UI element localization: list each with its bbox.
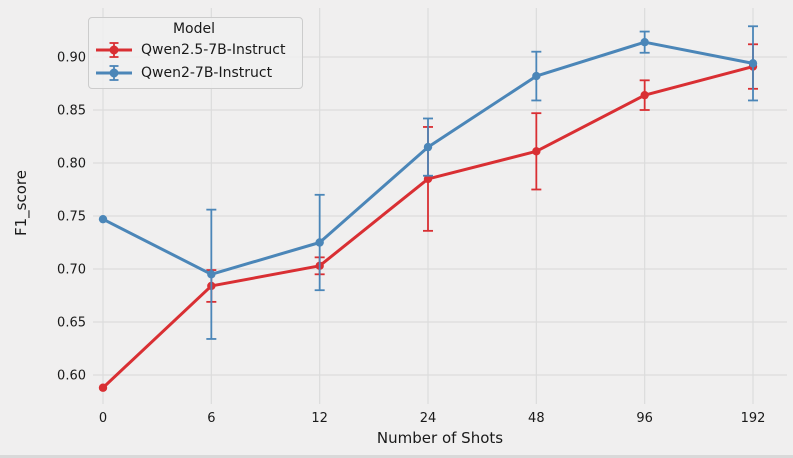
data-point xyxy=(423,174,433,184)
errorbar-marker-icon xyxy=(96,64,132,81)
data-point xyxy=(748,59,758,68)
y-tick-label: 0.60 xyxy=(57,369,86,384)
x-axis-label: Number of Shots xyxy=(376,429,504,447)
y-tick-label: 0.85 xyxy=(57,104,86,119)
x-tick-label: 0 xyxy=(99,411,107,426)
window-edge xyxy=(0,455,793,458)
x-tick-label: 24 xyxy=(420,411,437,426)
data-point xyxy=(532,147,541,156)
y-tick-label: 0.70 xyxy=(57,263,86,278)
errorbar-marker-icon xyxy=(96,41,132,58)
legend-item: Qwen2.5-7B-Instruct xyxy=(94,38,294,61)
legend: Model Qwen2.5-7B-Instruct Qwen2-7B-Instr… xyxy=(88,17,303,89)
y-tick-label: 0.75 xyxy=(57,210,86,225)
data-point xyxy=(98,214,108,224)
data-point xyxy=(315,238,324,247)
data-point xyxy=(98,383,108,392)
legend-item: Qwen2-7B-Instruct xyxy=(94,61,294,84)
data-point xyxy=(532,71,541,81)
x-tick-label: 6 xyxy=(207,411,215,426)
data-point xyxy=(640,37,649,47)
x-tick-label: 12 xyxy=(311,411,328,426)
data-point xyxy=(423,142,433,152)
data-point xyxy=(640,90,649,100)
x-tick-label: 48 xyxy=(528,411,545,426)
y-tick-label: 0.80 xyxy=(57,157,86,172)
x-tick-label: 96 xyxy=(636,411,653,426)
x-tick-label: 192 xyxy=(741,411,766,426)
y-tick-label: 0.90 xyxy=(57,51,86,66)
legend-title: Model xyxy=(172,21,216,37)
legend-item-label: Qwen2-7B-Instruct xyxy=(141,64,273,81)
y-axis-label: F1_score xyxy=(12,170,30,236)
y-tick-label: 0.65 xyxy=(57,316,86,331)
data-point xyxy=(207,270,216,279)
legend-item-label: Qwen2.5-7B-Instruct xyxy=(141,41,286,58)
